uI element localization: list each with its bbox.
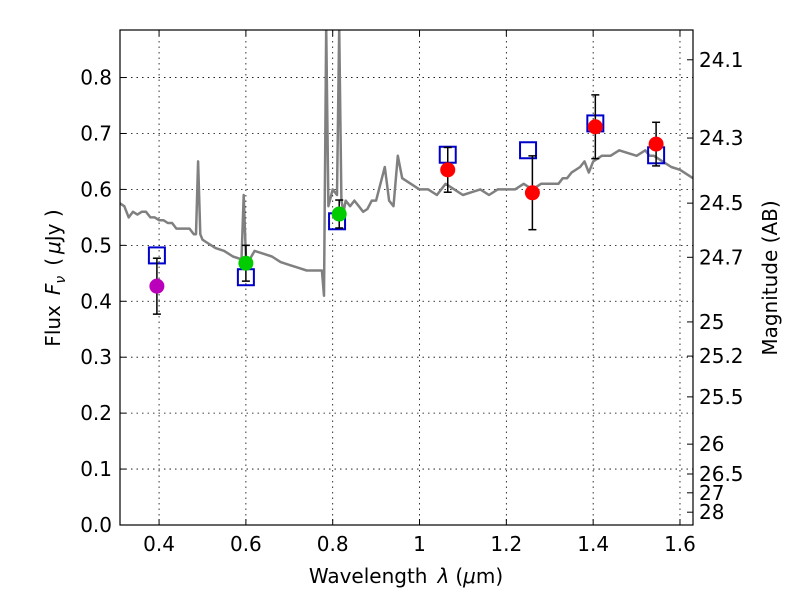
x-tick-label: 0.4: [143, 532, 175, 556]
x-axis-label: Wavelength λ (μm): [309, 564, 503, 588]
y2-tick-label: 25.5: [699, 385, 744, 409]
y-tick-label: 0.5: [80, 233, 112, 257]
observed-photometry-point: [440, 162, 456, 178]
y-tick-label: 0.6: [80, 177, 112, 201]
y-tick-label: 0.4: [80, 289, 112, 313]
y-tick-label: 0.3: [80, 345, 112, 369]
x-tick-label: 0.6: [230, 532, 262, 556]
y2-tick-label: 26: [699, 432, 724, 456]
y2-tick-label: 25: [699, 310, 724, 334]
model-photometry-square: [519, 141, 538, 160]
y2-tick-label: 25.2: [699, 344, 744, 368]
observed-photometry-point: [648, 136, 664, 152]
y2-tick-label: 24.1: [699, 48, 744, 72]
observed-photometry-point: [331, 206, 347, 222]
x-tick-label: 1.4: [577, 532, 609, 556]
spectrum-line: [120, 30, 693, 297]
x-tick-label: 1.2: [490, 532, 522, 556]
y-tick-label: 0.7: [80, 121, 112, 145]
y-tick-label: 0.8: [80, 66, 112, 90]
y-tick-label: 0.0: [80, 513, 112, 537]
y2-tick-label: 24.7: [699, 245, 744, 269]
x-tick-label: 1: [413, 532, 426, 556]
y2-tick-label: 27: [699, 481, 724, 505]
y-axis-label: FluxFν(μJy ): [41, 209, 69, 346]
observed-photometry-point: [524, 185, 540, 201]
y2-tick-label: 26.5: [699, 462, 744, 486]
observed-photometry-point: [149, 278, 165, 294]
y2-tick-label: 28: [699, 500, 724, 524]
y-tick-label: 0.2: [80, 401, 112, 425]
y2-tick-label: 24.3: [699, 126, 744, 150]
observed-photometry-point: [238, 255, 254, 271]
plot-frame: [119, 29, 694, 526]
axis-ticks: 0.4 0.6 0.8 1 1.2 1.4 1.6 0.0 0.1 0.2 0.3 0.4 0.5 0.6…: [80, 30, 744, 556]
y-tick-label: 0.1: [80, 457, 112, 481]
x-tick-label: 1.6: [664, 532, 696, 556]
y2-tick-label: 24.5: [699, 191, 744, 215]
observed-photometry-point: [587, 119, 603, 135]
x-tick-label: 0.8: [317, 532, 349, 556]
grid-lines: [120, 30, 693, 526]
y2-axis-label: Magnitude (AB): [758, 200, 782, 355]
plot-area: [120, 30, 693, 315]
